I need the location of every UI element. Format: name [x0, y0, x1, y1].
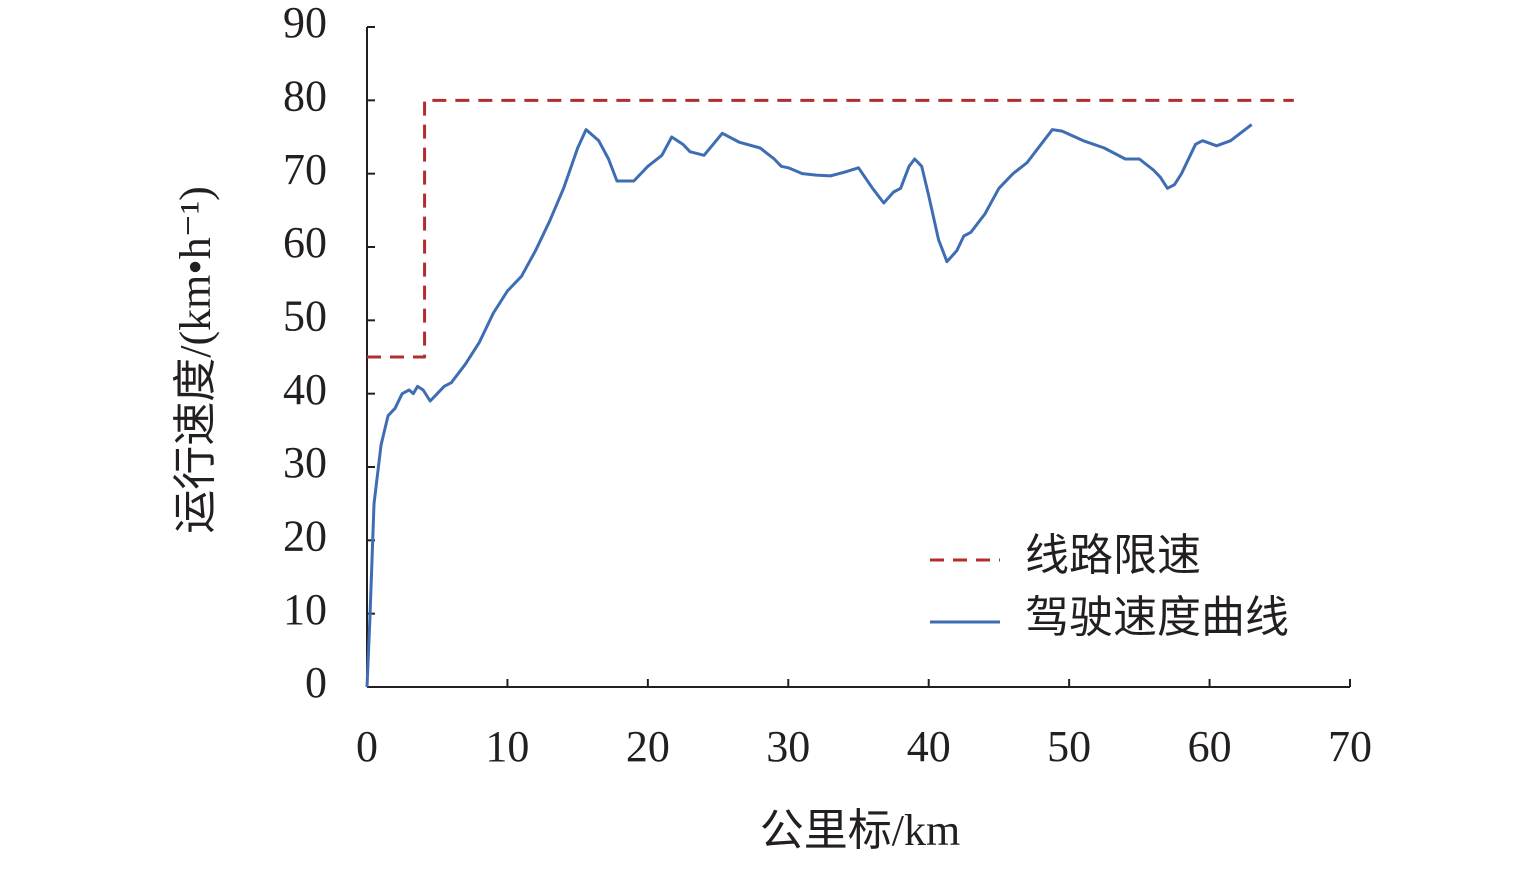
x-tick-label: 0 [356, 722, 378, 771]
y-tick-label: 90 [283, 0, 327, 47]
y-tick-label: 50 [283, 291, 327, 340]
x-tick-label: 40 [907, 722, 951, 771]
y-tick-label: 40 [283, 365, 327, 414]
x-tick-label: 30 [766, 722, 810, 771]
y-axis-label: 运行速度/(km•h⁻¹) [171, 186, 220, 534]
legend-label: 线路限速 [1025, 531, 1201, 580]
y-tick-label: 80 [283, 71, 327, 120]
data-line [367, 98, 1294, 359]
y-tick-label: 60 [283, 218, 327, 267]
y-tick-label: 10 [283, 585, 327, 634]
legend-label: 驾驶速度曲线 [1025, 593, 1289, 642]
x-tick-label: 70 [1328, 722, 1372, 771]
y-tick-label: 70 [283, 145, 327, 194]
x-tick-label: 20 [626, 722, 670, 771]
x-tick-label: 10 [485, 722, 529, 771]
x-tick-label: 50 [1047, 722, 1091, 771]
x-tick-label: 60 [1188, 722, 1232, 771]
y-tick-label: 20 [283, 511, 327, 560]
y-tick-label: 0 [305, 658, 327, 707]
data-line [365, 123, 1253, 688]
x-axis-label: 公里标/km [760, 806, 960, 855]
y-tick-label: 30 [283, 438, 327, 487]
